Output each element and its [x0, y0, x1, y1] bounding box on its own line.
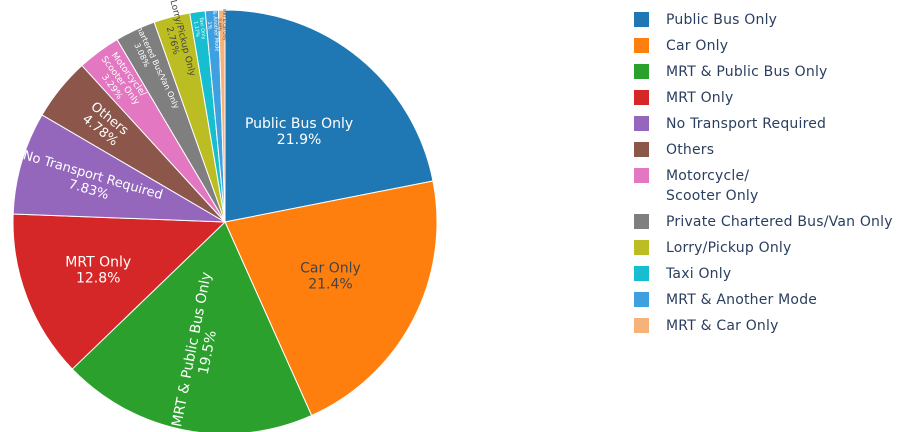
legend-label: Taxi Only: [666, 266, 732, 282]
legend-item-lorry-pickup-only[interactable]: Lorry/Pickup Only: [634, 238, 923, 258]
pie-slice-mrt-only[interactable]: [12, 213, 227, 370]
legend-label: Car Only: [666, 38, 729, 54]
legend-swatch: [634, 168, 649, 183]
legend-label: Public Bus Only: [666, 12, 778, 28]
legend-swatch: [634, 64, 649, 79]
legend-label: Lorry/Pickup Only: [666, 240, 792, 256]
legend-swatch: [634, 12, 649, 27]
pie-slice-car-only[interactable]: [224, 180, 438, 417]
legend-label: MRT & Car Only: [666, 318, 779, 334]
legend-item-mrt-only[interactable]: MRT Only: [634, 88, 923, 108]
legend-label: MRT & Another Mode: [666, 292, 818, 308]
legend-swatch: [634, 142, 649, 157]
slice-value-text: 21.4%: [308, 277, 352, 293]
legend-label: No Transport Required: [666, 116, 827, 132]
slice-value-text: 1.17%: [192, 21, 200, 38]
pie-slice-no-transport-required[interactable]: [12, 114, 226, 223]
legend-item-mrt-public-bus-only[interactable]: MRT & Public Bus Only: [634, 62, 923, 82]
slice-value-text: 0.49%: [218, 18, 223, 31]
legend-swatch: [634, 214, 649, 229]
legend-item-private-chartered-bus-van-only[interactable]: Private Chartered Bus/Van Only: [634, 212, 923, 232]
legend-swatch: [634, 38, 649, 53]
legend-swatch: [634, 90, 649, 105]
legend-label: Private Chartered Bus/Van Only: [666, 214, 893, 230]
slice-label-text: MRT Only: [65, 254, 131, 270]
slice-label-text: MRT & Another Mode: [210, 0, 219, 52]
legend-item-mrt-another-mode[interactable]: MRT & Another Mode: [634, 290, 923, 310]
slice-label-text: Car Only: [300, 261, 361, 277]
legend-item-no-transport-required[interactable]: No Transport Required: [634, 114, 923, 134]
slice-label-text: Public Bus Only: [245, 116, 353, 132]
pie-slice-mrt-public-bus-only[interactable]: [71, 221, 313, 432]
slice-label-text: MRT & Car Only: [222, 9, 227, 41]
legend-swatch: [634, 116, 649, 131]
slice-value-text: 12.8%: [76, 270, 120, 286]
pie-slice-mrt-car-only[interactable]: [217, 9, 226, 223]
legend-label: MRT & Public Bus Only: [666, 64, 828, 80]
legend-item-public-bus-only[interactable]: Public Bus Only: [634, 10, 923, 30]
legend-item-car-only[interactable]: Car Only: [634, 36, 923, 56]
legend: Public Bus Only Car Only MRT & Public Bus …: [634, 10, 923, 342]
slice-value-text: 1%: [206, 21, 212, 30]
pie-slice-public-bus-only[interactable]: [224, 9, 434, 223]
legend-swatch: [634, 266, 649, 281]
legend-label: Others: [666, 142, 715, 158]
legend-swatch: [634, 292, 649, 307]
legend-swatch: [634, 318, 649, 333]
legend-item-mrt-car-only[interactable]: MRT & Car Only: [634, 316, 923, 336]
legend-item-others[interactable]: Others: [634, 140, 923, 160]
legend-item-motorcycle-scooter-only[interactable]: Motorcycle/ Scooter Only: [634, 166, 923, 206]
slice-label-text: Taxi Only: [197, 16, 206, 40]
slice-value-text: 21.9%: [277, 132, 321, 148]
legend-label: MRT Only: [666, 90, 734, 106]
legend-label: Motorcycle/ Scooter Only: [666, 168, 759, 204]
legend-item-taxi-only[interactable]: Taxi Only: [634, 264, 923, 284]
legend-swatch: [634, 240, 649, 255]
